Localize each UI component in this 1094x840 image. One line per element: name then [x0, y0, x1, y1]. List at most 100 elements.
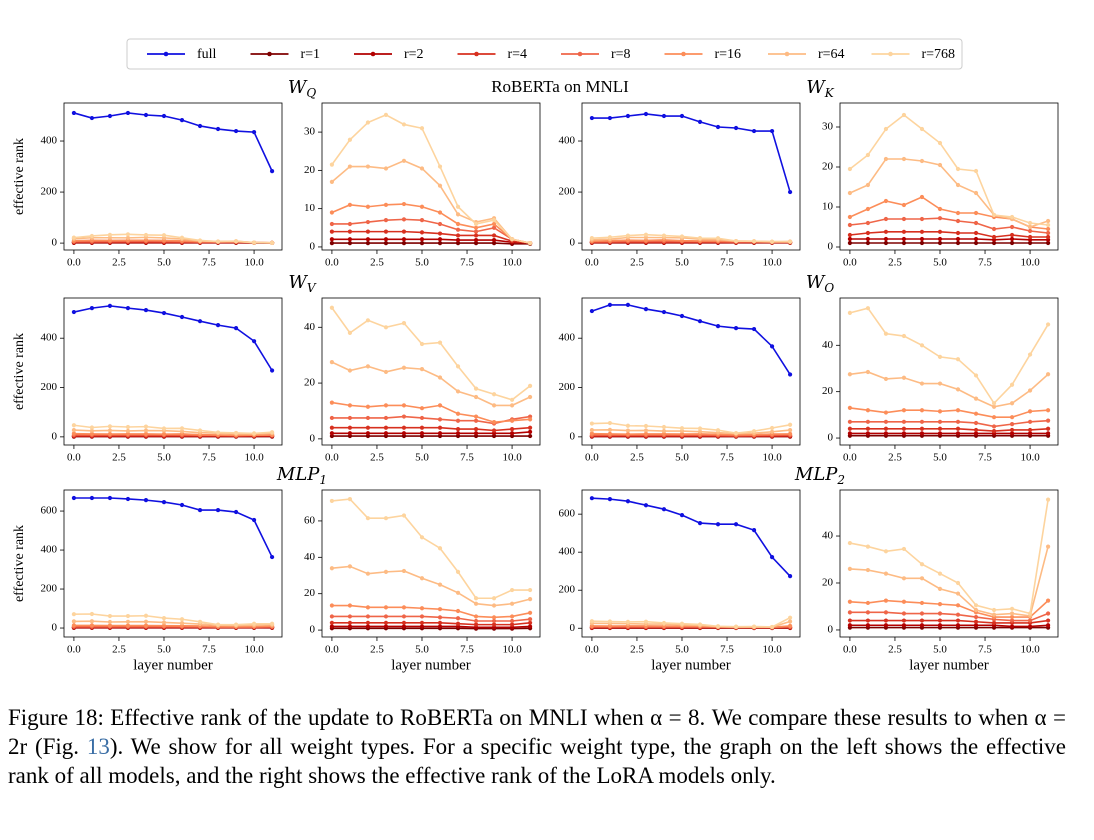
x-tick-label: 10.0 — [762, 644, 782, 656]
data-point — [973, 411, 979, 416]
data-point — [919, 623, 925, 628]
series-line — [73, 624, 273, 628]
panel-title-main: W — [288, 77, 308, 98]
data-point — [509, 237, 515, 242]
data-point — [329, 305, 335, 310]
data-point — [401, 624, 407, 629]
data-point — [329, 425, 335, 430]
x-tick-label: 10.0 — [502, 452, 522, 464]
data-point — [937, 216, 943, 221]
data-point — [527, 624, 533, 629]
data-point — [419, 204, 425, 209]
data-point — [401, 365, 407, 370]
data-point — [233, 239, 239, 244]
data-point — [589, 496, 595, 501]
series-line — [331, 431, 531, 435]
x-tick-label: 0.0 — [843, 452, 857, 464]
series-line — [849, 158, 1049, 228]
data-point — [89, 428, 95, 433]
data-point — [847, 610, 853, 615]
y-tick-label: 20 — [304, 377, 316, 389]
data-point — [937, 571, 943, 576]
data-point — [401, 241, 407, 246]
data-point — [509, 403, 515, 408]
data-point — [937, 602, 943, 607]
data-point — [347, 403, 353, 408]
data-point — [473, 431, 479, 436]
data-point — [161, 113, 167, 119]
data-point — [847, 426, 853, 431]
y-tick-label: 30 — [304, 126, 316, 138]
data-point — [71, 623, 77, 628]
data-point — [419, 576, 425, 581]
data-point — [437, 221, 443, 227]
panel-title: WO — [806, 272, 835, 295]
data-point — [661, 309, 667, 315]
x-tick-label: 10.0 — [244, 452, 264, 464]
data-point — [455, 608, 461, 614]
x-tick-label: 0.0 — [67, 452, 81, 464]
data-point — [161, 310, 167, 316]
data-point — [365, 571, 371, 576]
data-point — [919, 229, 925, 234]
data-point — [955, 166, 961, 172]
data-point — [383, 569, 389, 574]
data-point — [883, 198, 889, 204]
y-tick-label: 0 — [52, 622, 58, 634]
data-point — [625, 619, 631, 624]
caption-text: Figure 18: Effective rank of the update … — [8, 705, 1066, 759]
data-point — [437, 403, 443, 408]
data-point — [365, 237, 371, 242]
data-point — [383, 112, 389, 117]
data-point — [937, 618, 943, 623]
data-point — [527, 433, 533, 439]
y-tick-label: 400 — [559, 135, 576, 147]
data-point — [901, 240, 907, 246]
data-point — [625, 233, 631, 238]
data-point — [125, 306, 131, 311]
data-point — [955, 236, 961, 242]
data-point — [589, 619, 595, 624]
data-point — [329, 400, 335, 405]
series-line — [331, 159, 531, 244]
data-point — [847, 599, 853, 604]
figure-link[interactable]: 13 — [86, 734, 110, 759]
series-line — [591, 304, 791, 375]
data-point — [161, 620, 167, 625]
data-point — [347, 164, 353, 169]
x-tick-label: 2.5 — [888, 452, 902, 464]
series-line — [849, 599, 1049, 618]
data-point — [143, 619, 149, 624]
plot-frame — [321, 297, 541, 446]
data-point — [215, 323, 221, 328]
x-tick-label: 5.0 — [933, 644, 947, 656]
data-point — [1045, 226, 1051, 232]
data-point — [787, 574, 793, 579]
data-point — [1045, 618, 1051, 623]
series-line — [849, 238, 1049, 241]
data-point — [919, 419, 925, 424]
data-point — [419, 126, 425, 131]
data-point — [955, 218, 961, 224]
data-point — [401, 158, 407, 163]
data-point — [143, 424, 149, 429]
data-point — [1027, 240, 1033, 246]
data-point — [937, 623, 943, 628]
data-point — [1027, 388, 1033, 393]
data-point — [901, 229, 907, 234]
data-point — [751, 128, 757, 134]
data-point — [329, 624, 335, 629]
data-point — [1027, 228, 1033, 234]
data-point — [1045, 431, 1051, 436]
data-point — [473, 237, 479, 243]
data-point — [365, 431, 371, 436]
data-point — [937, 426, 943, 431]
data-point — [607, 235, 613, 240]
data-point — [347, 368, 353, 373]
data-point — [973, 373, 979, 378]
x-tick-label: 2.5 — [370, 644, 384, 656]
data-point — [751, 624, 757, 629]
data-point — [973, 220, 979, 226]
data-point — [161, 233, 167, 238]
